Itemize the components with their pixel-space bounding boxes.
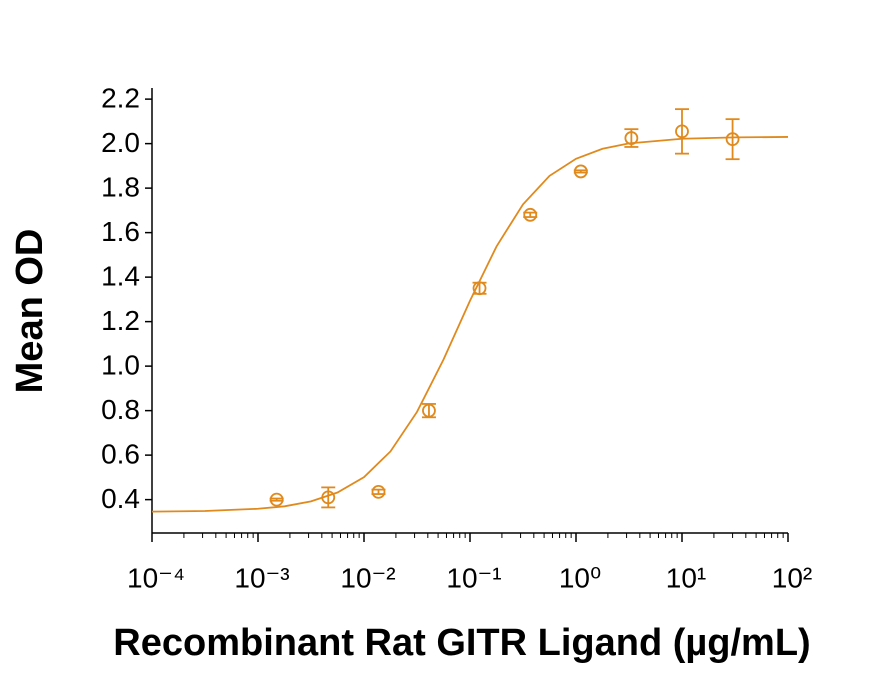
x-tick-label: 10⁻⁴ bbox=[127, 562, 185, 593]
y-tick-label: 0.6 bbox=[101, 439, 140, 470]
data-point bbox=[472, 281, 487, 296]
y-tick-label: 1.6 bbox=[101, 216, 140, 247]
y-tick-label: 1.4 bbox=[101, 261, 140, 292]
x-tick-label: 10⁻¹ bbox=[446, 562, 501, 593]
data-point bbox=[269, 492, 284, 507]
data-point bbox=[725, 132, 740, 147]
x-tick-label: 10⁻³ bbox=[234, 562, 289, 593]
error-bar bbox=[573, 169, 588, 174]
y-tick-label: 1.8 bbox=[101, 172, 140, 203]
y-tick-label: 1.2 bbox=[101, 305, 140, 336]
x-tick-label: 10⁰ bbox=[559, 562, 601, 593]
x-tick-label: 10⁻² bbox=[340, 562, 395, 593]
x-tick-label: 10² bbox=[772, 562, 812, 593]
data-point bbox=[371, 484, 386, 499]
fit-curve bbox=[151, 136, 789, 513]
y-axis-title: Mean OD bbox=[9, 229, 51, 394]
data-point bbox=[624, 131, 639, 145]
y-tick-label: 0.4 bbox=[101, 483, 140, 514]
y-tick-label: 2.2 bbox=[101, 83, 140, 114]
x-tick-label: 10¹ bbox=[666, 562, 706, 593]
x-axis-title: Recombinant Rat GITR Ligand (µg/mL) bbox=[113, 622, 810, 664]
data-point bbox=[422, 403, 436, 418]
y-tick-label: 0.8 bbox=[101, 394, 140, 425]
error-bar bbox=[725, 118, 740, 161]
y-tick-label: 1.0 bbox=[101, 350, 140, 381]
data-point bbox=[523, 207, 538, 222]
error-bar bbox=[269, 497, 284, 502]
data-point bbox=[321, 490, 336, 505]
data-point bbox=[675, 124, 689, 139]
y-tick-label: 2.0 bbox=[101, 127, 140, 158]
data-point bbox=[573, 164, 588, 179]
error-bar bbox=[675, 108, 689, 155]
